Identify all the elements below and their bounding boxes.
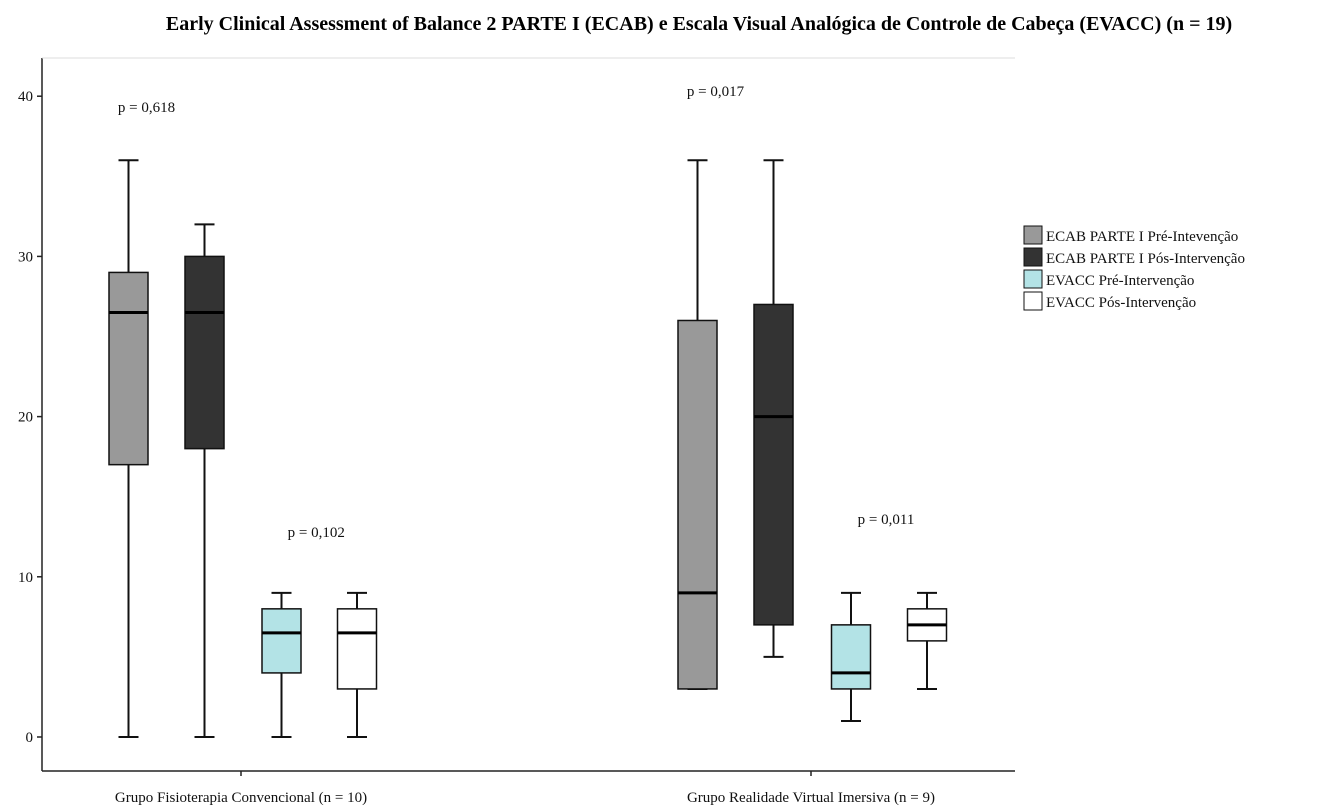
legend-swatch — [1023, 291, 1043, 311]
p-value-annotations: p = 0,618 p = 0,102 p = 0,017 p = 0,011 — [118, 84, 914, 541]
legend-label: ECAB PARTE I Pós-Intervenção — [1046, 251, 1245, 267]
y-tick-label: 10 — [18, 570, 33, 586]
iqr-box — [108, 271, 149, 466]
iqr-box — [677, 319, 718, 690]
x-category-label: Grupo Fisioterapia Convencional (n = 10) — [115, 790, 367, 806]
iqr-box — [184, 255, 225, 450]
box-3-group-2 — [830, 591, 872, 722]
legend-swatch — [1023, 269, 1043, 289]
p-value-label: p = 0,618 — [118, 100, 175, 116]
y-tick-label: 40 — [18, 89, 33, 105]
iqr-box — [261, 608, 302, 674]
y-tick-label: 20 — [18, 410, 33, 426]
p-value-label: p = 0,017 — [687, 84, 745, 100]
legend-label: EVACC Pós-Intervenção — [1046, 295, 1196, 311]
x-category-label: Grupo Realidade Virtual Imersiva (n = 9) — [687, 790, 935, 806]
p-value-label: p = 0,011 — [858, 512, 915, 528]
iqr-box — [830, 624, 872, 690]
box-4-group-1 — [336, 591, 378, 738]
box-2-group-1 — [184, 223, 225, 738]
legend-label: EVACC Pré-Intervenção — [1046, 273, 1194, 289]
box-4-group-2 — [906, 591, 948, 690]
box-1-group-2 — [677, 159, 718, 690]
chart-title: Early Clinical Assessment of Balance 2 P… — [166, 13, 1232, 35]
legend-swatch — [1023, 225, 1043, 245]
iqr-box — [753, 303, 794, 626]
box-3-group-1 — [261, 591, 302, 738]
legend-swatch — [1023, 247, 1043, 267]
p-value-label: p = 0,102 — [288, 525, 345, 541]
y-tick-label: 0 — [26, 730, 34, 746]
box-1-group-1 — [108, 159, 149, 738]
legend: ECAB PARTE I Pré-Intevenção ECAB PARTE I … — [1023, 225, 1245, 311]
legend-label: ECAB PARTE I Pré-Intevenção — [1046, 229, 1238, 245]
box-series — [108, 159, 948, 738]
y-tick-label: 30 — [18, 249, 33, 265]
chart-axes: 0 10 20 30 40 Grupo Fisioterapia Convencional… — [18, 57, 1015, 806]
iqr-box — [336, 608, 378, 690]
box-2-group-2 — [753, 159, 794, 658]
